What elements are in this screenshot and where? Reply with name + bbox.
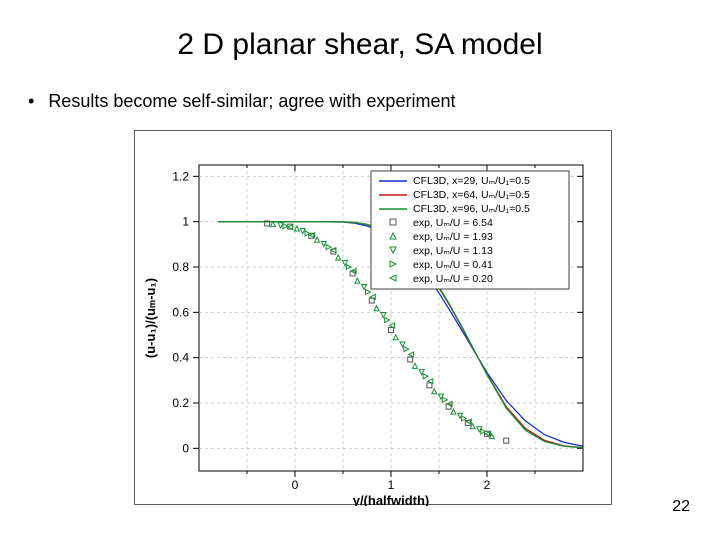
bullet-marker: •: [28, 90, 34, 112]
shear-profile-chart: 0 1 2 0 0.2 0.4 0.6 0.8 1 1.2 y/(halfwidth) (u-u₁)/…: [135, 131, 613, 506]
svg-text:2: 2: [484, 478, 491, 492]
svg-text:0.4: 0.4: [172, 351, 189, 365]
svg-text:CFL3D, x=96, Uₘ/U₁=0.5: CFL3D, x=96, Uₘ/U₁=0.5: [413, 203, 530, 215]
svg-text:CFL3D, x=64, Uₘ/U₁=0.5: CFL3D, x=64, Uₘ/U₁=0.5: [413, 189, 530, 201]
svg-text:exp, Uₘ/U = 1.93: exp, Uₘ/U = 1.93: [413, 231, 493, 243]
slide-title: 2 D planar shear, SA model: [0, 28, 720, 62]
svg-text:0: 0: [292, 478, 299, 492]
svg-text:exp, Uₘ/U = 1.13: exp, Uₘ/U = 1.13: [413, 245, 493, 257]
svg-text:0: 0: [182, 441, 189, 455]
bullet-item: • Results become self-similar; agree wit…: [28, 90, 455, 112]
svg-text:exp, Uₘ/U = 0.20: exp, Uₘ/U = 0.20: [413, 273, 493, 285]
svg-text:1: 1: [388, 478, 395, 492]
svg-text:0.8: 0.8: [172, 260, 189, 274]
svg-text:CFL3D, x=29, Uₘ/U₁=0.5: CFL3D, x=29, Uₘ/U₁=0.5: [413, 175, 530, 187]
svg-text:1.2: 1.2: [172, 169, 189, 183]
svg-text:exp, Uₘ/U = 0.41: exp, Uₘ/U = 0.41: [413, 259, 493, 271]
chart-frame: 0 1 2 0 0.2 0.4 0.6 0.8 1 1.2 y/(halfwidth) (u-u₁)/…: [134, 130, 612, 505]
svg-text:y/(halfwidth): y/(halfwidth): [353, 493, 430, 506]
svg-text:exp, Uₘ/U = 6.54: exp, Uₘ/U = 6.54: [413, 217, 493, 229]
page-number: 22: [672, 498, 690, 516]
bullet-text: Results become self-similar; agree with …: [48, 90, 455, 112]
svg-text:0.6: 0.6: [172, 305, 189, 319]
svg-text:(u-u₁)/(uₘ-u₁): (u-u₁)/(uₘ-u₁): [143, 278, 158, 358]
svg-text:0.2: 0.2: [172, 396, 189, 410]
svg-text:1: 1: [182, 215, 189, 229]
